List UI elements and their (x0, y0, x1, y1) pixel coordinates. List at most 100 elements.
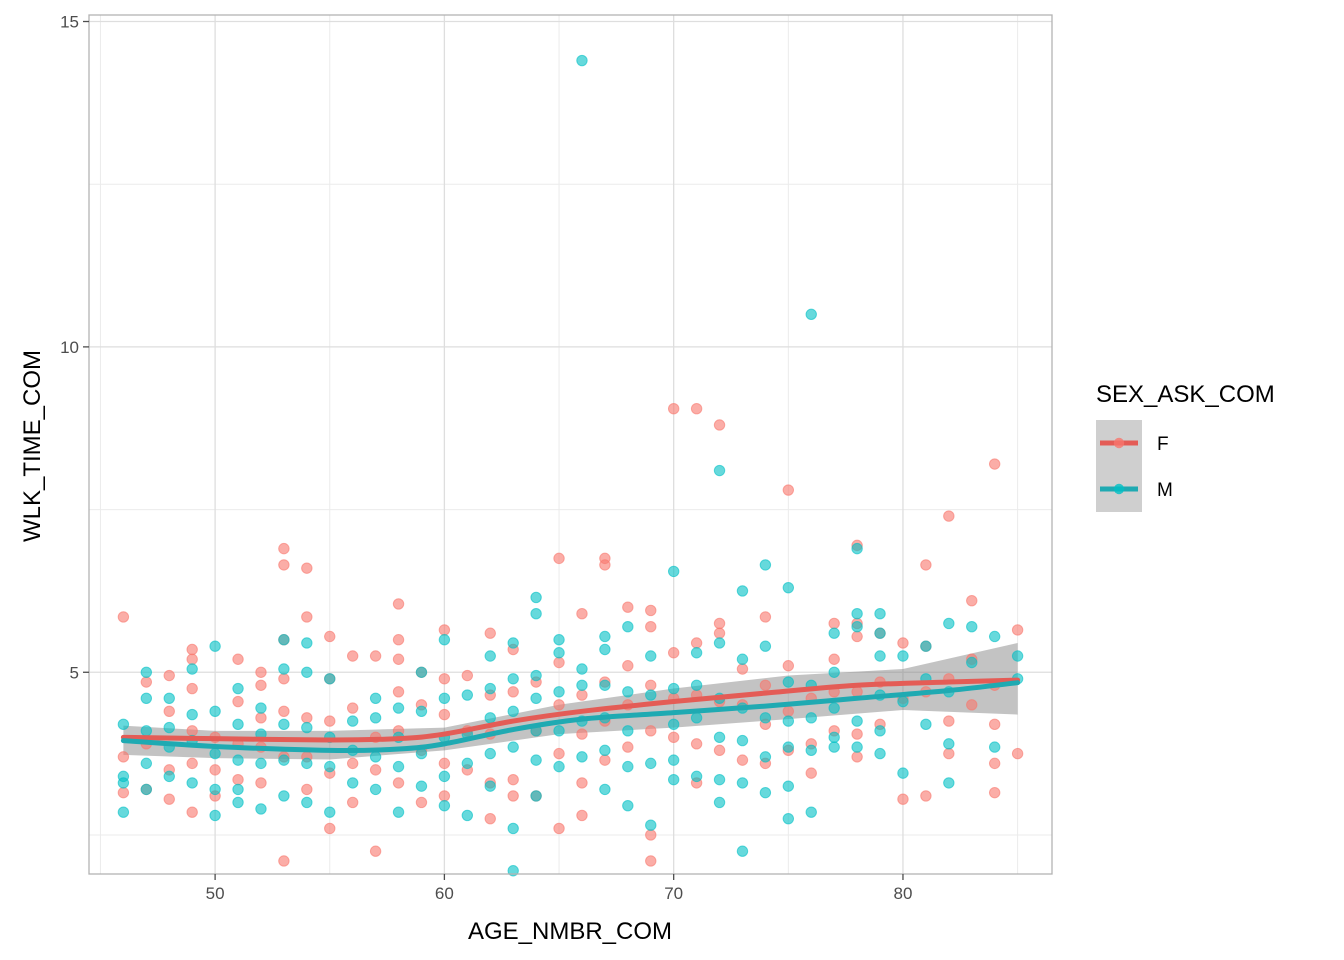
x-tick-label: 50 (206, 884, 225, 903)
data-point-f (805, 767, 817, 779)
data-point-m (943, 777, 955, 789)
data-point-m (988, 630, 1001, 643)
data-point-f (438, 790, 451, 802)
data-point-m (645, 689, 657, 701)
data-point-f (576, 689, 588, 701)
data-point-m (851, 715, 863, 727)
data-point-m (140, 725, 153, 737)
data-point-m (782, 715, 795, 727)
data-point-m (828, 702, 840, 714)
data-point-m (736, 777, 749, 789)
data-point-m (690, 647, 703, 659)
data-point-f (1011, 624, 1024, 636)
data-point-m (369, 783, 382, 796)
data-point-m (278, 754, 290, 766)
data-point-f (507, 790, 519, 802)
data-point-f (392, 598, 405, 610)
data-point-f (713, 744, 726, 757)
data-point-f (484, 812, 496, 825)
y-tick-label: 15 (60, 13, 79, 32)
data-point-m (828, 731, 840, 744)
data-point-f (943, 510, 955, 522)
data-point-f (553, 552, 565, 565)
data-point-m (759, 559, 772, 571)
data-point-f (645, 829, 657, 841)
data-point-f (828, 653, 840, 665)
data-point-f (897, 637, 909, 649)
data-point-m (966, 621, 978, 633)
data-point-m (553, 725, 565, 737)
data-point-f (232, 653, 244, 665)
data-point-m (828, 741, 840, 753)
data-point-f (920, 559, 932, 571)
data-point-m (897, 695, 909, 708)
data-point-f (988, 786, 1001, 799)
data-point-f (736, 754, 749, 766)
data-point-m (988, 741, 1001, 753)
data-point-m (782, 581, 795, 594)
data-point-m (369, 712, 382, 724)
data-point-f (920, 790, 932, 802)
smooth-line-m (120, 680, 1021, 753)
data-point-m (897, 650, 909, 662)
data-point-f (232, 773, 244, 786)
data-point-f (576, 607, 588, 620)
data-point-m (209, 747, 221, 760)
legend: SEX_ASK_COM F M (1096, 381, 1275, 512)
data-point-m (622, 621, 634, 633)
panel-frame (88, 14, 1053, 875)
data-point-m (507, 741, 519, 753)
data-point-m (140, 783, 153, 796)
data-point-f (690, 403, 703, 415)
data-points (117, 54, 1024, 877)
data-point-m (484, 780, 496, 792)
data-point-f (140, 676, 153, 688)
data-point-m (301, 637, 313, 649)
data-point-f (415, 796, 428, 809)
grid-lines (89, 15, 1052, 874)
data-point-m (530, 669, 542, 682)
data-point-f (186, 806, 198, 818)
data-point-m (278, 790, 290, 802)
data-point-f (759, 611, 772, 623)
data-point-f (553, 699, 565, 711)
data-point-f (782, 484, 795, 496)
data-point-m (690, 712, 703, 724)
data-point-m (209, 783, 221, 796)
data-point-m (438, 634, 451, 646)
data-point-f (713, 617, 726, 630)
data-point-m (530, 790, 542, 802)
data-point-m (117, 806, 130, 818)
data-point-f (553, 656, 565, 669)
data-point-f (278, 673, 290, 685)
data-point-m (622, 760, 634, 773)
data-point-m (851, 607, 863, 620)
data-point-f (186, 653, 198, 665)
data-point-m (117, 718, 130, 731)
data-point-f (690, 738, 703, 750)
data-point-m (415, 705, 428, 718)
data-point-f (346, 650, 359, 662)
data-point-m (599, 783, 611, 796)
data-point-f (690, 637, 703, 649)
data-point-f (759, 679, 772, 691)
data-point-m (599, 630, 611, 643)
data-point-f (255, 712, 267, 724)
data-point-m (920, 640, 932, 652)
data-point-f (369, 845, 382, 857)
data-point-m (874, 650, 886, 662)
data-point-m (690, 770, 703, 783)
data-point-f (301, 712, 313, 724)
data-point-m (255, 803, 267, 815)
data-point-m (759, 786, 772, 799)
data-point-m (553, 686, 565, 698)
data-point-f (943, 715, 955, 727)
data-point-f (186, 725, 198, 737)
data-point-f (576, 728, 588, 740)
data-point-m (874, 607, 886, 620)
data-point-f (392, 777, 405, 789)
data-point-m (484, 650, 496, 662)
data-point-m (553, 647, 565, 659)
data-point-f (163, 793, 175, 805)
data-point-m (599, 679, 611, 691)
